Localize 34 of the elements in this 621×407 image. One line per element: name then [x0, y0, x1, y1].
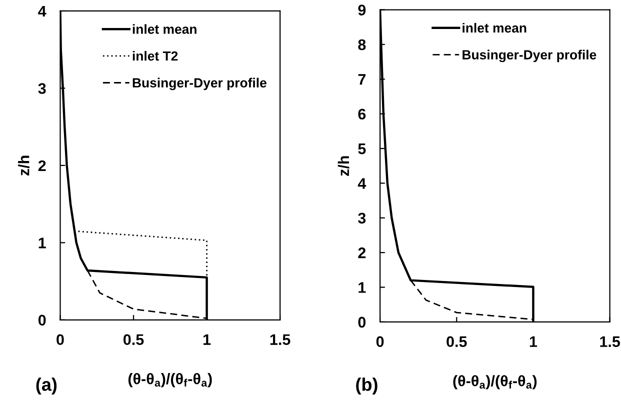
y-axis-title: z/h — [338, 156, 350, 176]
x-axis-title: (θ-θ$_{a}$)/(θ$_{f}$-θ$_{a}$) — [453, 375, 537, 390]
x-tick-label: 1.5 — [600, 336, 620, 348]
y-tick-label: 7 — [358, 74, 366, 85]
y-tick-label: 0 — [38, 314, 46, 326]
x-tick-label: 0 — [376, 336, 384, 348]
x-axis-title: (θ-θ$_{a}$)/(θ$_{f}$-θ$_{a}$) — [128, 373, 212, 388]
legend-label: inlet T2 — [132, 50, 178, 61]
y-tick-label: 9 — [358, 4, 366, 16]
legend-label: inlet mean — [132, 24, 196, 34]
x-tick-label: 1.5 — [270, 334, 290, 346]
y-tick-label: 1 — [38, 238, 46, 248]
y-tick-label: 5 — [358, 144, 366, 154]
x-tick-label: 0.5 — [446, 336, 467, 348]
y-tick-label: 6 — [358, 108, 366, 120]
x-tick-label: 1 — [530, 336, 538, 347]
x-tick-label: 0.5 — [124, 334, 144, 346]
y-tick-label: 0 — [358, 316, 366, 328]
y-tick-label: 2 — [38, 160, 46, 171]
y-tick-label: 4 — [38, 6, 46, 17]
y-tick-label: 2 — [358, 247, 366, 258]
y-tick-label: 3 — [38, 83, 46, 94]
legend-label: Businger-Dyer profile — [462, 50, 596, 62]
legend-label: inlet mean — [462, 22, 526, 33]
x-tick-label: 1 — [204, 334, 211, 345]
y-tick-label: 1 — [358, 282, 366, 293]
text: (a) — [36, 378, 57, 394]
y-tick-label: 3 — [358, 212, 366, 224]
y-tick-label: 8 — [358, 39, 366, 50]
legend-label: Businger-Dyer profile — [132, 78, 266, 90]
y-tick-label: 4 — [358, 178, 366, 189]
text: (b) — [356, 378, 378, 394]
y-axis-title: z/h — [18, 156, 30, 176]
x-tick-label: 0 — [56, 334, 64, 346]
